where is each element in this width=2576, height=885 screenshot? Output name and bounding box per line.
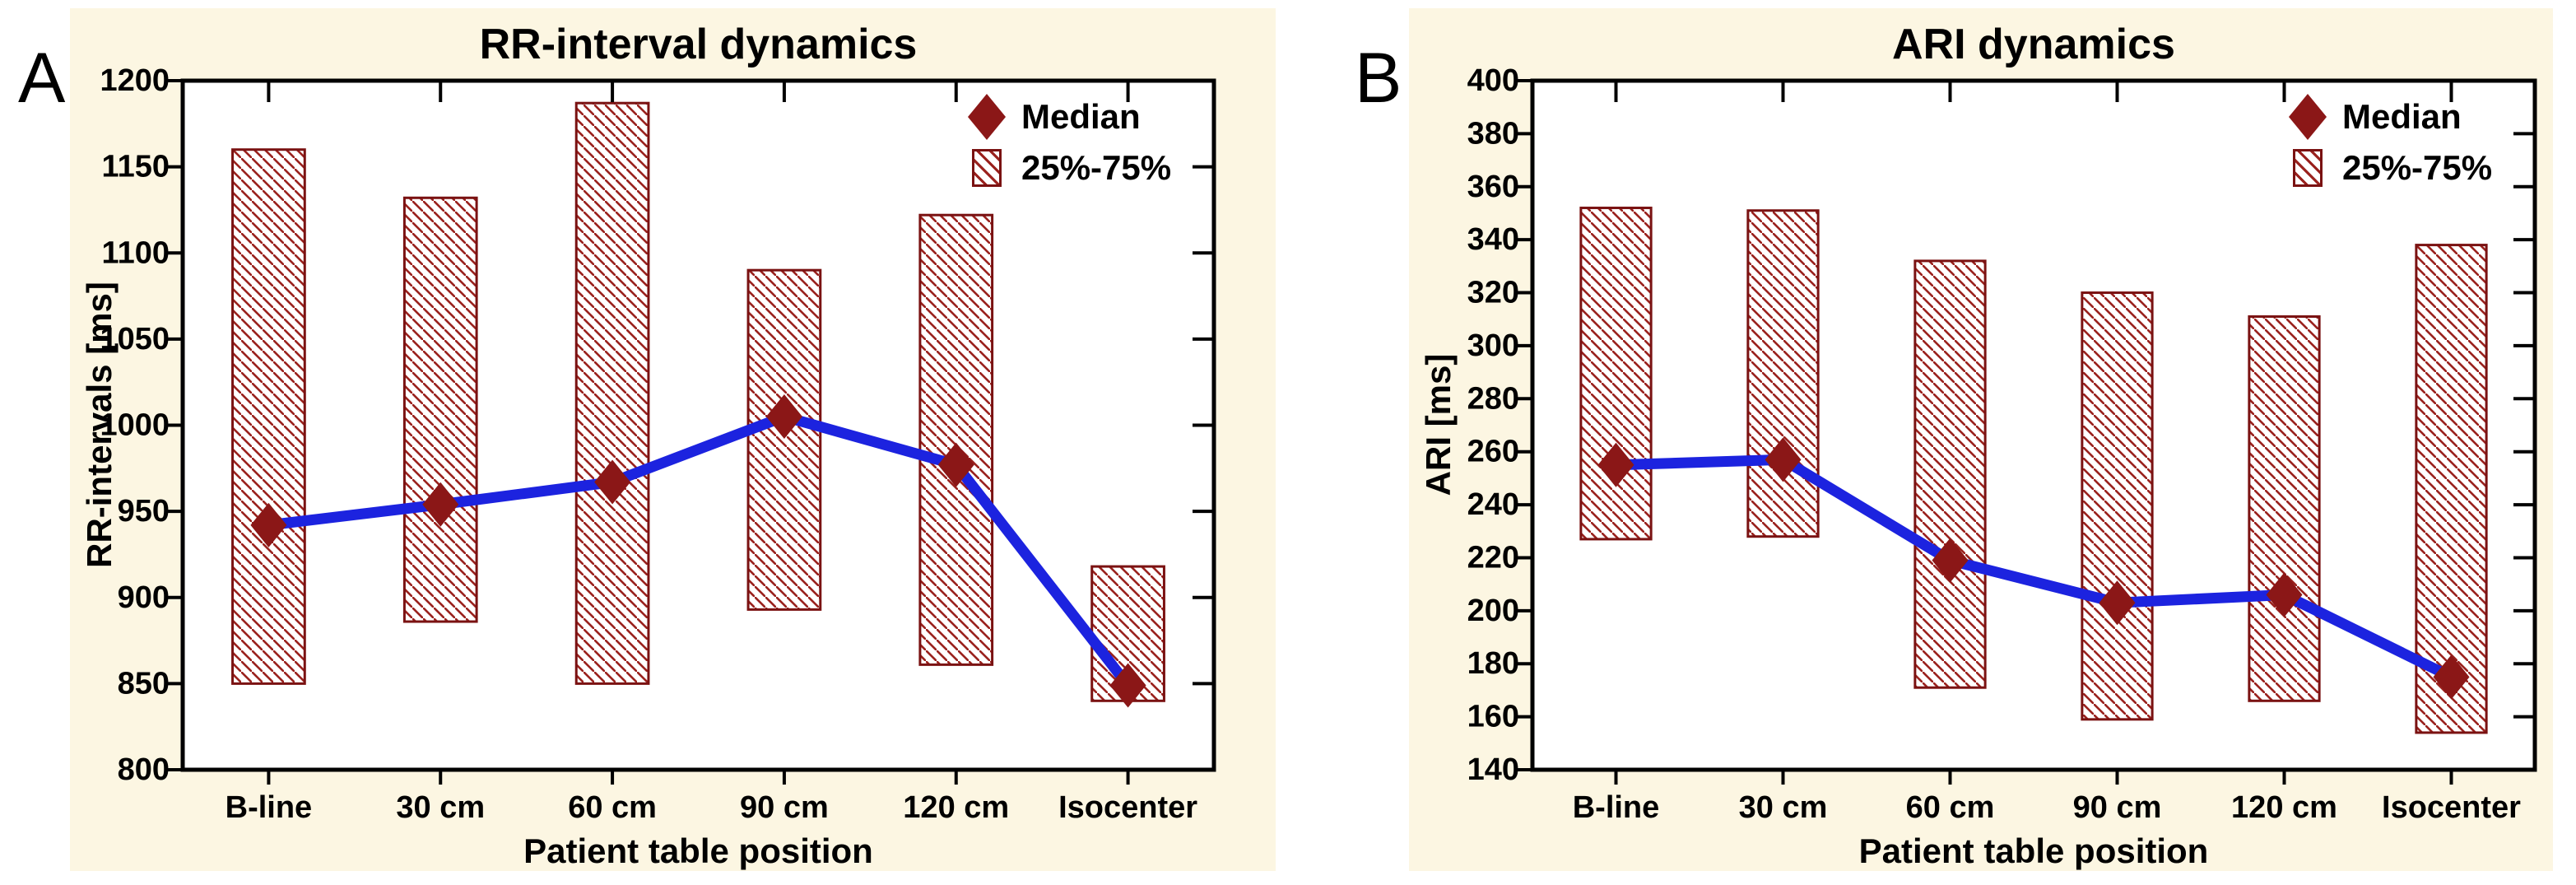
y-tick-label: 200 (1467, 594, 1519, 628)
x-tick-label-30 cm: 30 cm (396, 790, 485, 825)
iqr-boxes (231, 101, 1165, 702)
iqr-box-30 cm (1746, 209, 1820, 538)
iqr-box-Isocenter (2415, 244, 2488, 734)
iqr-box-B-line (231, 148, 306, 685)
median-marker-90 cm (2099, 580, 2136, 626)
iqr-box-60 cm (1913, 259, 1987, 689)
ari-chart-legend: Median 25%-75% (2286, 94, 2492, 188)
median-marker-B-line (1597, 442, 1634, 487)
y-tick-label: 180 (1467, 646, 1519, 681)
legend-row-iqr: 25%-75% (2286, 148, 2492, 188)
axis-tick-labels: 140 160 180 200 220 240 260 280 300 320 340 360 380 4… (1467, 63, 2522, 825)
rr-interval-panel: RR-interval dynamics RR-intervals [ms] 8… (70, 8, 1276, 871)
x-tick-label-Isocenter: Isocenter (2382, 790, 2521, 825)
y-tick-label: 1200 (100, 63, 170, 98)
y-tick-label: 800 (118, 752, 170, 787)
rr-x-axis-label: Patient table position (523, 831, 873, 870)
y-tick-label: 900 (118, 580, 170, 615)
iqr-box-B-line (1579, 207, 1653, 541)
x-tick-label-90 cm: 90 cm (2073, 790, 2162, 825)
median-marker-30 cm (1765, 437, 1802, 482)
y-tick-label: 140 (1467, 752, 1519, 787)
y-tick-label: 340 (1467, 222, 1519, 257)
ari-panel: ARI dynamics ARI [ms] 140 160 180 200 220 240… (1409, 8, 2553, 871)
y-tick-label: 850 (118, 666, 170, 701)
median-marker-Isocenter (2433, 654, 2470, 700)
median-marker-Isocenter (1109, 663, 1146, 708)
x-tick-label-120 cm: 120 cm (2231, 790, 2337, 825)
x-tick-label-90 cm: 90 cm (740, 790, 829, 825)
median-marker-120 cm (937, 442, 974, 487)
y-tick-label: 950 (118, 494, 170, 529)
x-tick-label-Isocenter: Isocenter (1058, 790, 1197, 825)
iqr-legend-label: 25%-75% (1021, 148, 1172, 187)
x-tick-label-60 cm: 60 cm (568, 790, 657, 825)
ari-chart-title: ARI dynamics (1892, 21, 2175, 68)
x-tick-label-B-line: B-line (1573, 790, 1660, 825)
rr-chart-legend: Median 25%-75% (965, 94, 1171, 188)
ari-x-axis-label: Patient table position (1858, 831, 2209, 870)
median-line (1611, 454, 2457, 682)
median-legend-label: Median (2342, 96, 2462, 136)
legend-row-median: Median (2286, 94, 2462, 140)
y-tick-label: 380 (1467, 116, 1519, 151)
y-tick-label: 1000 (100, 408, 170, 443)
iqr-hatch-icon (2293, 149, 2323, 188)
rr-chart-title: RR-interval dynamics (479, 21, 918, 68)
median-marker-90 cm (765, 394, 802, 440)
y-tick-label: 240 (1467, 487, 1519, 522)
y-tick-label: 360 (1467, 170, 1519, 204)
legend-row-iqr: 25%-75% (965, 148, 1171, 188)
y-tick-label: 280 (1467, 381, 1519, 416)
median-markers (1597, 437, 2470, 700)
median-line (263, 411, 1134, 691)
x-tick-label-60 cm: 60 cm (1906, 790, 1995, 825)
legend-row-median: Median (965, 94, 1141, 140)
ari-chart: 140 160 180 200 220 240 260 280 300 320 340 360 380 4… (1467, 63, 2537, 825)
x-tick-label-30 cm: 30 cm (1739, 790, 1828, 825)
y-tick-label: 1100 (102, 235, 170, 270)
plot-frame (1530, 78, 2537, 772)
iqr-box-120 cm (2248, 315, 2321, 702)
median-legend-label: Median (1021, 96, 1141, 136)
y-tick-label: 320 (1467, 276, 1519, 310)
y-tick-label: 160 (1467, 700, 1519, 734)
median-marker-B-line (250, 502, 287, 547)
median-marker-60 cm (1932, 538, 1969, 583)
median-diamond-icon (968, 94, 1006, 140)
x-tick-label-B-line: B-line (226, 790, 313, 825)
axis-tick-labels: 800 850 900 950 1000 1050 1100 1150 1200 B-line 30… (100, 63, 1197, 825)
iqr-box-60 cm (574, 101, 650, 685)
median-marker-60 cm (594, 459, 631, 505)
iqr-box-30 cm (402, 196, 478, 623)
median-markers (250, 394, 1146, 708)
panel-a-letter: A (18, 39, 66, 118)
median-marker-120 cm (2266, 572, 2303, 617)
iqr-box-120 cm (918, 213, 994, 666)
y-tick-label: 1150 (102, 150, 170, 184)
iqr-legend-label: 25%-75% (2342, 148, 2493, 187)
panel-b-letter: B (1355, 39, 1402, 118)
iqr-box-90 cm (746, 268, 822, 611)
y-tick-label: 300 (1467, 328, 1519, 363)
x-tick-label-120 cm: 120 cm (903, 790, 1009, 825)
y-tick-label: 400 (1467, 63, 1519, 98)
iqr-hatch-icon (972, 149, 1002, 188)
y-tick-label: 260 (1467, 435, 1519, 469)
iqr-box-90 cm (2081, 291, 2154, 721)
y-tick-label: 1050 (100, 322, 170, 356)
median-diamond-icon (2289, 94, 2327, 140)
y-tick-label: 220 (1467, 540, 1519, 575)
median-marker-30 cm (422, 482, 459, 527)
iqr-boxes (1579, 207, 2488, 734)
axis-ticks (168, 79, 1214, 785)
rr-interval-chart: 800 850 900 950 1000 1050 1100 1150 1200 B-line 30… (100, 63, 1216, 825)
axis-ticks (1518, 79, 2535, 785)
